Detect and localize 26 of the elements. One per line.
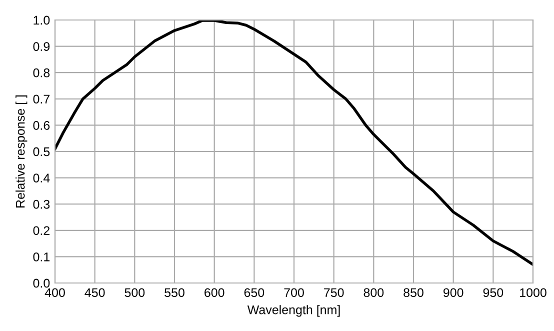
- x-tick-label: 950: [483, 288, 504, 298]
- x-tick-label: 600: [204, 288, 224, 298]
- x-tick-label: 800: [364, 288, 384, 298]
- y-tick-label: 0.9: [33, 42, 50, 51]
- x-tick-label: 750: [324, 288, 344, 298]
- y-tick-label: 0.4: [33, 174, 50, 182]
- x-axis-title: Wavelength [nm]: [247, 305, 340, 317]
- y-tick-label: 0.8: [33, 68, 50, 78]
- y-tick-label: 1.0: [34, 16, 50, 25]
- x-tick-label: 550: [164, 288, 184, 298]
- y-tick-label: 0.0: [33, 278, 50, 288]
- y-tick-label: 0.1: [33, 252, 50, 262]
- x-tick-label: 500: [124, 288, 145, 298]
- y-tick-label: 0.3: [33, 200, 50, 209]
- y-axis-title: Relative response [ ]: [16, 95, 28, 208]
- x-tick-label: 850: [404, 288, 424, 298]
- x-tick-label: 650: [244, 288, 264, 298]
- y-tick-label: 0.7: [33, 94, 50, 104]
- x-tick-label: 700: [284, 288, 304, 298]
- x-tick-label: 400: [44, 288, 65, 298]
- x-tick-label: 900: [443, 288, 464, 298]
- y-tick-label: 0.6: [33, 121, 50, 130]
- x-tick-label: 450: [84, 288, 105, 298]
- x-tick-label: 1000: [520, 288, 546, 298]
- y-tick-label: 0.5: [33, 147, 50, 156]
- y-tick-label: 0.2: [33, 226, 50, 236]
